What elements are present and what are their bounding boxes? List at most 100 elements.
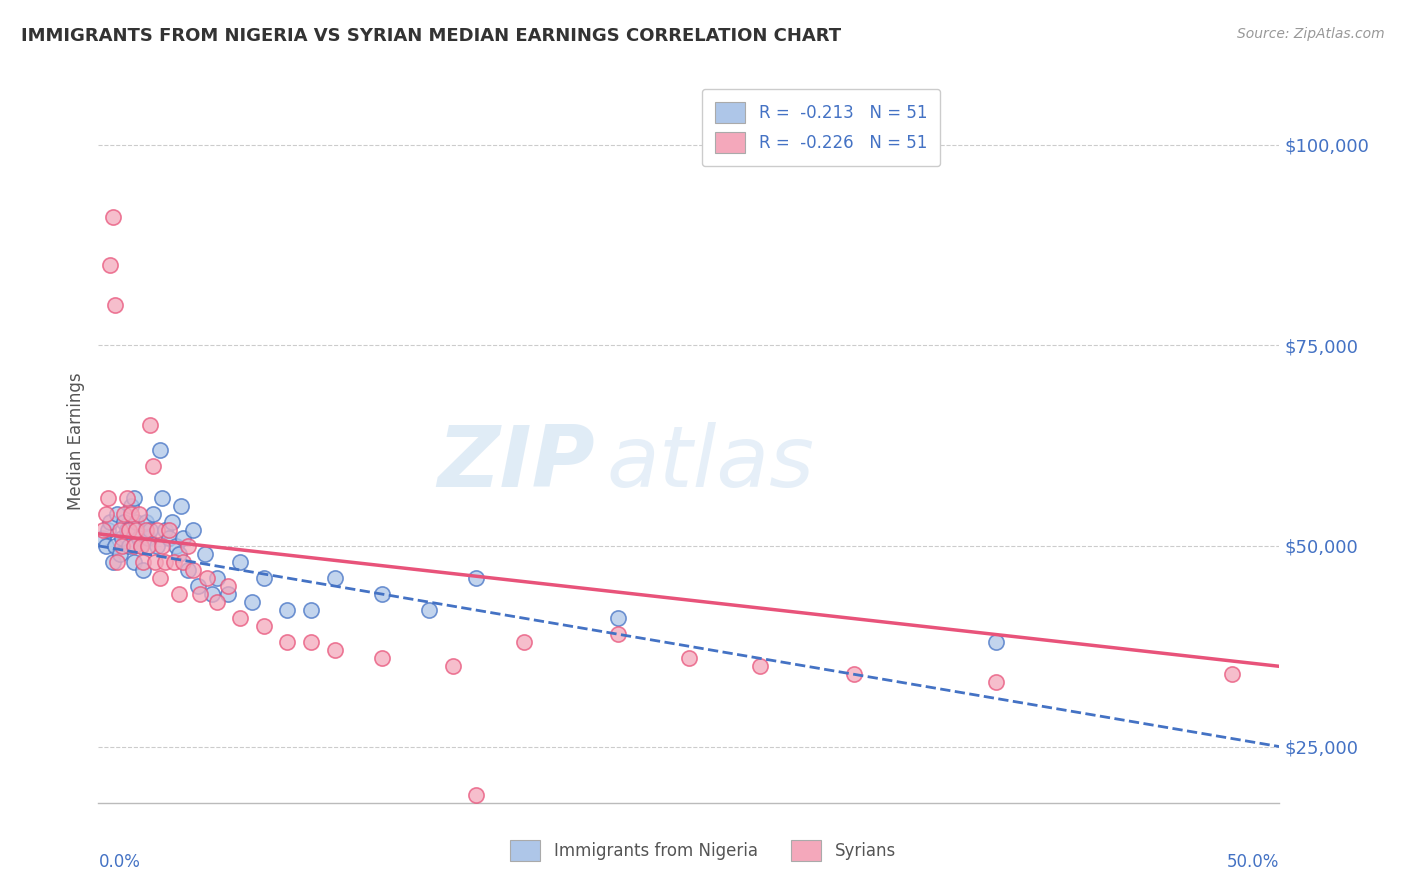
Point — [167, 547, 190, 561]
Point — [97, 491, 120, 505]
Point — [94, 507, 117, 521]
Point — [205, 595, 228, 609]
Legend: R =  -0.213   N = 51, R =  -0.226   N = 51: R = -0.213 N = 51, R = -0.226 N = 51 — [702, 88, 941, 167]
Point — [122, 555, 145, 569]
Point — [104, 298, 127, 312]
Point — [108, 547, 131, 561]
Text: ZIP: ZIP — [437, 422, 595, 505]
Point — [111, 539, 134, 553]
Point — [465, 788, 488, 802]
Point — [91, 531, 114, 545]
Point — [115, 523, 138, 537]
Point — [205, 571, 228, 585]
Point — [122, 539, 145, 553]
Point — [153, 555, 176, 569]
Point — [112, 507, 135, 521]
Point — [299, 603, 322, 617]
Point — [112, 515, 135, 529]
Point — [101, 555, 124, 569]
Point — [135, 515, 157, 529]
Point — [441, 659, 464, 673]
Point — [94, 539, 117, 553]
Text: Source: ZipAtlas.com: Source: ZipAtlas.com — [1237, 27, 1385, 41]
Point — [181, 523, 204, 537]
Point — [142, 458, 165, 473]
Point — [172, 531, 194, 545]
Point — [108, 523, 131, 537]
Text: 0.0%: 0.0% — [98, 854, 141, 871]
Point — [136, 531, 159, 545]
Point — [101, 210, 124, 224]
Point — [118, 523, 141, 537]
Point — [160, 515, 183, 529]
Point — [1220, 667, 1243, 681]
Legend: Immigrants from Nigeria, Syrians: Immigrants from Nigeria, Syrians — [498, 827, 908, 875]
Point — [115, 491, 138, 505]
Point — [97, 523, 120, 537]
Point — [121, 507, 143, 521]
Point — [253, 619, 276, 633]
Point — [139, 523, 162, 537]
Point — [150, 491, 173, 505]
Point — [128, 507, 150, 521]
Point — [153, 523, 176, 537]
Point — [167, 587, 190, 601]
Point — [129, 539, 152, 553]
Point — [984, 675, 1007, 690]
Point — [150, 539, 173, 553]
Point — [139, 418, 162, 433]
Point — [240, 595, 263, 609]
Point — [163, 555, 186, 569]
Point — [276, 635, 298, 649]
Point — [122, 491, 145, 505]
Point — [157, 531, 180, 545]
Point — [132, 555, 155, 569]
Point — [157, 523, 180, 537]
Point — [146, 523, 169, 537]
Point — [149, 571, 172, 585]
Point — [188, 587, 211, 601]
Point — [678, 651, 700, 665]
Point — [143, 555, 166, 569]
Point — [149, 442, 172, 457]
Point — [217, 587, 239, 601]
Point — [118, 539, 141, 553]
Point — [512, 635, 534, 649]
Point — [371, 651, 394, 665]
Point — [195, 571, 218, 585]
Point — [121, 499, 143, 513]
Point — [105, 507, 128, 521]
Point — [129, 539, 152, 553]
Point — [229, 555, 252, 569]
Point — [170, 499, 193, 513]
Point — [323, 643, 346, 657]
Text: 50.0%: 50.0% — [1227, 854, 1279, 871]
Point — [984, 635, 1007, 649]
Point — [844, 667, 866, 681]
Point — [125, 523, 148, 537]
Point — [201, 587, 224, 601]
Point — [98, 515, 121, 529]
Y-axis label: Median Earnings: Median Earnings — [66, 373, 84, 510]
Point — [146, 539, 169, 553]
Point — [217, 579, 239, 593]
Point — [98, 258, 121, 272]
Point — [187, 579, 209, 593]
Text: atlas: atlas — [606, 422, 814, 505]
Point — [142, 507, 165, 521]
Point — [253, 571, 276, 585]
Point — [299, 635, 322, 649]
Point — [607, 611, 630, 625]
Point — [748, 659, 770, 673]
Point — [135, 523, 157, 537]
Point — [229, 611, 252, 625]
Point — [194, 547, 217, 561]
Point — [181, 563, 204, 577]
Point — [132, 563, 155, 577]
Point — [177, 563, 200, 577]
Point — [165, 539, 187, 553]
Point — [111, 531, 134, 545]
Point — [91, 523, 114, 537]
Point — [177, 539, 200, 553]
Point — [465, 571, 488, 585]
